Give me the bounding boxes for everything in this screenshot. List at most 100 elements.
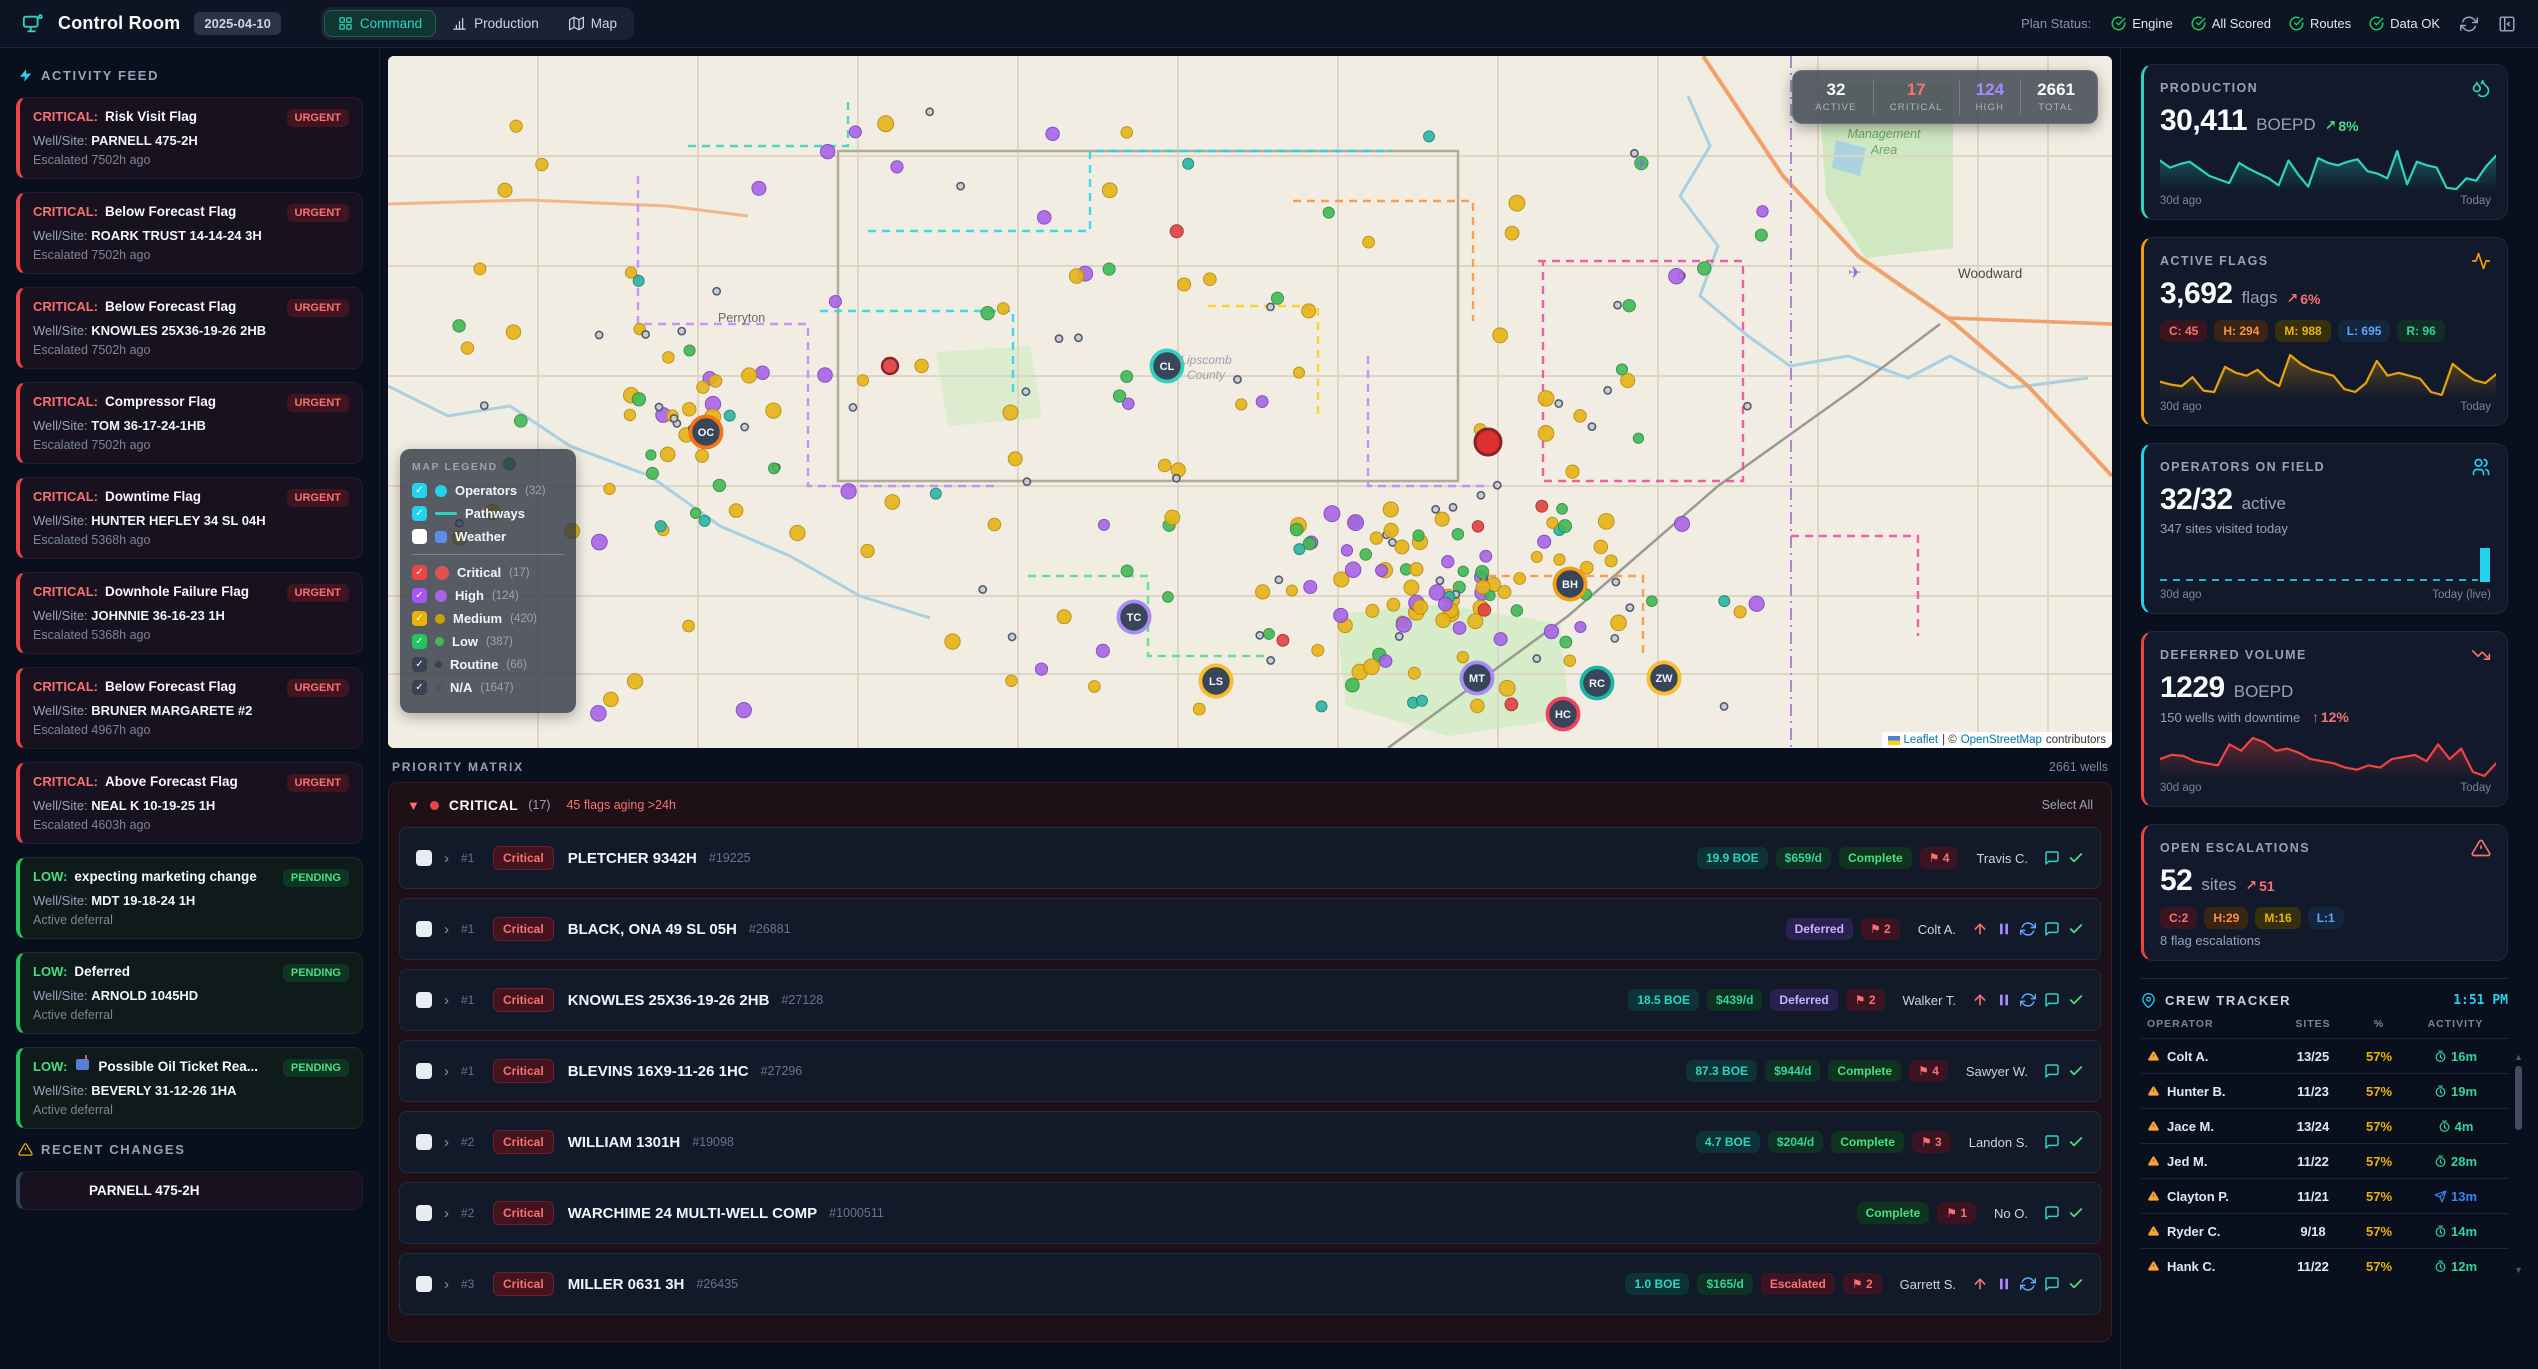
expand-chevron-icon[interactable]: ›	[444, 1062, 449, 1080]
activity-feed-item[interactable]: LOW: Deferred PENDING Well/Site: ARNOLD 104…	[16, 952, 363, 1034]
legend-checkbox[interactable]: ✓	[412, 657, 427, 672]
matrix-row[interactable]: › #1 Critical KNOWLES 25X36-19-26 2HB #27128…	[399, 969, 2101, 1031]
activity-feed-item[interactable]: CRITICAL: Risk Visit Flag URGENT Well/Site:…	[16, 97, 363, 179]
crew-row[interactable]: Jace M. 13/24 57% 4m	[2141, 1108, 2508, 1143]
complete-icon[interactable]	[2068, 1134, 2084, 1150]
collapse-panel-icon[interactable]	[2498, 15, 2516, 33]
activity-feed-item[interactable]: CRITICAL: Below Forecast Flag URGENT Well/S…	[16, 192, 363, 274]
row-checkbox[interactable]	[416, 1063, 432, 1079]
crew-row[interactable]: Jed M. 11/22 57% 28m	[2141, 1143, 2508, 1178]
check-circle-icon	[2111, 16, 2126, 31]
severity-count-badge: M:16	[2255, 907, 2301, 929]
activity-feed-item[interactable]: LOW: Possible Oil Ticket Rea... PENDING Wel…	[16, 1047, 363, 1129]
legend-item-critical[interactable]: ✓ Critical (17)	[412, 565, 564, 580]
chat-icon[interactable]	[2044, 992, 2060, 1008]
refresh-icon[interactable]	[2460, 15, 2478, 33]
tab-command[interactable]: Command	[323, 10, 437, 37]
legend-checkbox[interactable]: ✓	[412, 506, 427, 521]
crew-row[interactable]: Hank C. 11/22 57% 12m	[2141, 1248, 2508, 1283]
legend-item-pathways[interactable]: ✓ Pathways	[412, 506, 564, 521]
legend-item-high[interactable]: ✓ High (124)	[412, 588, 564, 603]
row-checkbox[interactable]	[416, 1205, 432, 1221]
activity-feed-header: ACTIVITY FEED	[18, 68, 363, 83]
row-checkbox[interactable]	[416, 992, 432, 1008]
chat-icon[interactable]	[2044, 921, 2060, 937]
chat-icon[interactable]	[2044, 1134, 2060, 1150]
chevron-down-icon[interactable]: ▼	[407, 797, 420, 813]
activity-feed-item[interactable]: CRITICAL: Downtime Flag URGENT Well/Site: H…	[16, 477, 363, 559]
leaflet-link[interactable]: Leaflet	[1903, 734, 1939, 746]
legend-item-routine[interactable]: ✓ Routine (66)	[412, 657, 564, 672]
chat-icon[interactable]	[2044, 850, 2060, 866]
crew-row[interactable]: Hunter B. 11/23 57% 19m	[2141, 1073, 2508, 1108]
chat-icon[interactable]	[2044, 1063, 2060, 1079]
escalate-icon[interactable]	[1972, 1276, 1988, 1292]
legend-checkbox[interactable]: ✓	[412, 483, 427, 498]
active-flags-delta: ↗ 6%	[2286, 290, 2321, 307]
osm-link[interactable]: OpenStreetMap	[1960, 734, 2042, 746]
crew-row[interactable]: Ryder C. 9/18 57% 14m	[2141, 1213, 2508, 1248]
complete-icon[interactable]	[2068, 992, 2084, 1008]
select-all-button[interactable]: Select All	[2041, 798, 2093, 812]
refresh-icon[interactable]	[2020, 992, 2036, 1008]
escalate-icon[interactable]	[1972, 992, 1988, 1008]
legend-item-operators[interactable]: ✓ Operators (32)	[412, 483, 564, 498]
pause-icon[interactable]	[1996, 992, 2012, 1008]
legend-checkbox[interactable]: ✓	[412, 680, 427, 695]
pause-icon[interactable]	[1996, 1276, 2012, 1292]
scrollbar-thumb[interactable]	[2515, 1066, 2522, 1130]
complete-icon[interactable]	[2068, 1205, 2084, 1221]
escalate-icon[interactable]	[1972, 921, 1988, 937]
expand-chevron-icon[interactable]: ›	[444, 1133, 449, 1151]
refresh-icon[interactable]	[2020, 1276, 2036, 1292]
expand-chevron-icon[interactable]: ›	[444, 920, 449, 938]
matrix-row[interactable]: › #1 Critical PLETCHER 9342H #19225 19.9 BOE $…	[399, 827, 2101, 889]
matrix-row[interactable]: › #2 Critical WARCHIME 24 MULTI-WELL COMP #1…	[399, 1182, 2101, 1244]
activity-feed-item[interactable]: LOW: expecting marketing change PENDING Wel…	[16, 857, 363, 939]
complete-icon[interactable]	[2068, 1063, 2084, 1079]
expand-chevron-icon[interactable]: ›	[444, 1275, 449, 1293]
activity-feed-item[interactable]: CRITICAL: Above Forecast Flag URGENT Well/S…	[16, 762, 363, 844]
row-checkbox[interactable]	[416, 850, 432, 866]
tab-map[interactable]: Map	[555, 10, 631, 37]
activity-feed-item[interactable]: CRITICAL: Downhole Failure Flag URGENT Well…	[16, 572, 363, 654]
owner-name: Sawyer W.	[1965, 1063, 2028, 1079]
legend-checkbox[interactable]	[412, 529, 427, 544]
refresh-icon[interactable]	[2020, 921, 2036, 937]
matrix-row[interactable]: › #2 Critical WILLIAM 1301H #19098 4.7 BOE $20…	[399, 1111, 2101, 1173]
complete-icon[interactable]	[2068, 1276, 2084, 1292]
matrix-row[interactable]: › #1 Critical BLEVINS 16X9-11-26 1HC #27296 8…	[399, 1040, 2101, 1102]
row-checkbox[interactable]	[416, 921, 432, 937]
legend-item-weather[interactable]: Weather	[412, 529, 564, 544]
crew-row[interactable]: Clayton P. 11/21 57% 13m	[2141, 1178, 2508, 1213]
activity-feed-item[interactable]: CRITICAL: Below Forecast Flag URGENT Well/S…	[16, 287, 363, 369]
chat-icon[interactable]	[2044, 1276, 2060, 1292]
production-delta: ↗ 8%	[2324, 117, 2359, 134]
date-badge[interactable]: 2025-04-10	[194, 12, 281, 35]
complete-icon[interactable]	[2068, 850, 2084, 866]
row-checkbox[interactable]	[416, 1276, 432, 1292]
tab-production[interactable]: Production	[438, 10, 553, 37]
expand-chevron-icon[interactable]: ›	[444, 849, 449, 867]
field-map[interactable]: CL OC BH TC LS MT RC HC ZW Management Area Woodward…	[388, 56, 2112, 748]
row-checkbox[interactable]	[416, 1134, 432, 1150]
legend-checkbox[interactable]: ✓	[412, 565, 427, 580]
activity-feed-item[interactable]: CRITICAL: Below Forecast Flag URGENT Well/S…	[16, 667, 363, 749]
legend-checkbox[interactable]: ✓	[412, 611, 427, 626]
activity-feed-item[interactable]: CRITICAL: Compressor Flag URGENT Well/Site:…	[16, 382, 363, 464]
complete-icon[interactable]	[2068, 921, 2084, 937]
legend-checkbox[interactable]: ✓	[412, 634, 427, 649]
crew-scrollbar[interactable]: ▲ ▼	[2514, 1052, 2523, 1275]
expand-chevron-icon[interactable]: ›	[444, 991, 449, 1009]
expand-chevron-icon[interactable]: ›	[444, 1204, 449, 1222]
matrix-row[interactable]: › #3 Critical MILLER 0631 3H #26435 1.0 BOE $1…	[399, 1253, 2101, 1315]
legend-item-low[interactable]: ✓ Low (387)	[412, 634, 564, 649]
pause-icon[interactable]	[1996, 921, 2012, 937]
legend-checkbox[interactable]: ✓	[412, 588, 427, 603]
crew-row[interactable]: Colt A. 13/25 57% 16m	[2141, 1038, 2508, 1073]
legend-item-medium[interactable]: ✓ Medium (420)	[412, 611, 564, 626]
chat-icon[interactable]	[2044, 1205, 2060, 1221]
matrix-row[interactable]: › #1 Critical BLACK, ONA 49 SL 05H #26881 Def…	[399, 898, 2101, 960]
legend-item-na[interactable]: ✓ N/A (1647)	[412, 680, 564, 695]
recent-change-item[interactable]: PARNELL 475-2H	[16, 1171, 363, 1210]
